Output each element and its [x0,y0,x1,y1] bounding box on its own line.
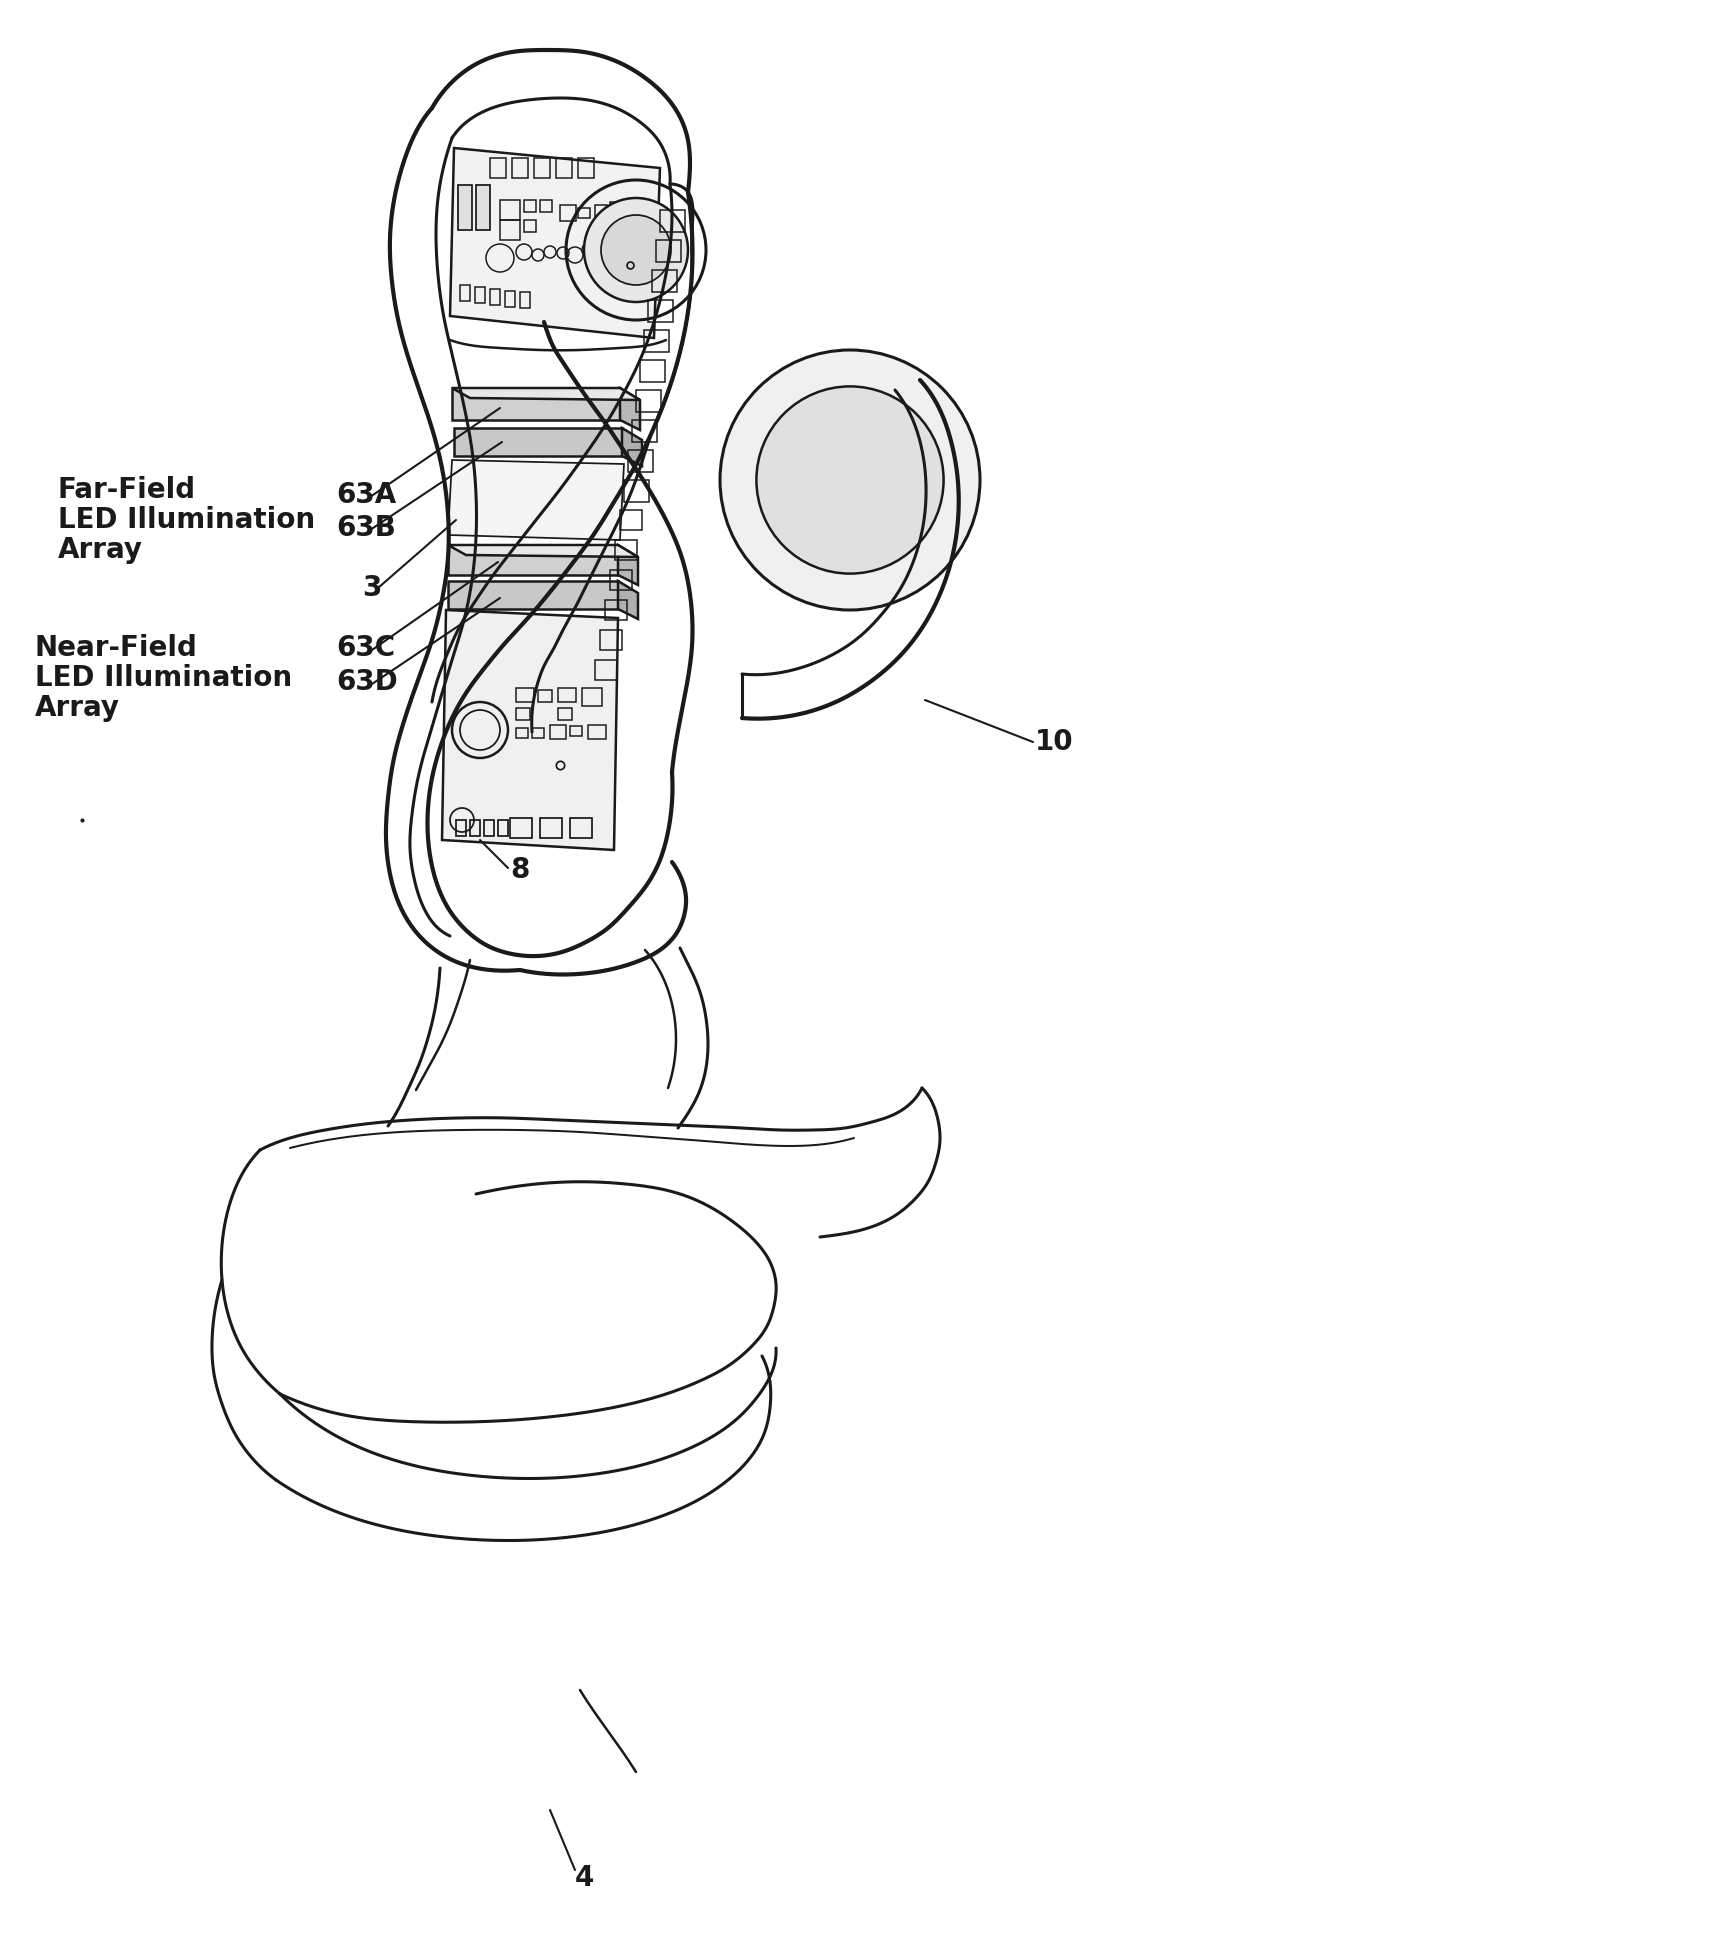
Bar [587,726,606,739]
Bar [474,286,484,304]
Text: 63A: 63A [336,482,395,509]
Bar [632,420,657,441]
Bar [539,199,551,213]
Bar [538,691,551,702]
Bar [623,480,649,501]
Bar [635,391,661,412]
Text: 63D: 63D [336,668,397,697]
Bar [644,331,669,352]
Bar [505,290,515,308]
Bar [558,689,575,702]
Bar [558,708,572,720]
Text: 10: 10 [1036,728,1073,757]
Bar [461,284,471,302]
Bar [652,271,676,292]
Bar [550,726,567,739]
Bar [532,728,544,737]
Bar [534,159,550,178]
Polygon shape [452,389,640,401]
Polygon shape [449,461,623,540]
Bar [471,820,479,836]
Bar [649,300,673,321]
Bar [500,221,520,240]
Bar [570,819,592,838]
Bar [609,571,632,590]
Bar [524,199,536,213]
Bar [455,820,466,836]
Text: 8: 8 [510,855,529,884]
Circle shape [584,197,688,302]
Bar [570,726,582,735]
Bar [615,540,637,559]
Bar [560,205,575,221]
Polygon shape [620,389,640,430]
Text: 3: 3 [361,575,382,602]
Bar [490,159,507,178]
Polygon shape [476,186,490,230]
Polygon shape [449,580,618,610]
Bar [515,689,534,702]
Bar [500,199,520,221]
Bar [628,451,652,472]
Bar [582,689,603,706]
Text: Array: Array [58,536,144,563]
Text: 63B: 63B [336,515,395,542]
Bar [599,631,621,650]
Bar [498,820,508,836]
Bar [579,207,591,219]
Bar [609,201,621,215]
Bar [539,819,562,838]
Bar [515,708,531,720]
Circle shape [757,387,943,573]
Bar [620,511,642,530]
Polygon shape [459,186,473,230]
Text: 63C: 63C [336,635,395,662]
Bar [484,820,495,836]
Bar [661,211,685,232]
Polygon shape [442,610,618,849]
Text: Array: Array [34,695,120,722]
Bar [656,240,681,261]
Polygon shape [449,546,618,575]
Circle shape [601,215,671,284]
Bar [512,159,527,178]
Bar [640,360,664,381]
Polygon shape [618,580,639,619]
Bar [596,205,608,217]
Polygon shape [618,546,639,584]
Circle shape [721,350,979,610]
Bar [524,221,536,232]
Bar [490,288,500,306]
Polygon shape [621,428,642,466]
Bar [604,600,627,619]
Text: Far-Field: Far-Field [58,476,197,503]
Polygon shape [452,389,620,420]
Bar [510,819,532,838]
Polygon shape [454,428,621,457]
Bar [515,728,527,737]
Bar [579,159,594,178]
Polygon shape [449,546,639,557]
Bar [556,159,572,178]
Bar [596,660,616,679]
Bar [520,292,531,308]
Polygon shape [450,147,661,339]
Bar [625,199,640,215]
Text: Near-Field: Near-Field [34,635,199,662]
Text: 4: 4 [575,1863,594,1892]
Text: LED Illumination: LED Illumination [58,505,315,534]
Text: LED Illumination: LED Illumination [34,664,293,693]
